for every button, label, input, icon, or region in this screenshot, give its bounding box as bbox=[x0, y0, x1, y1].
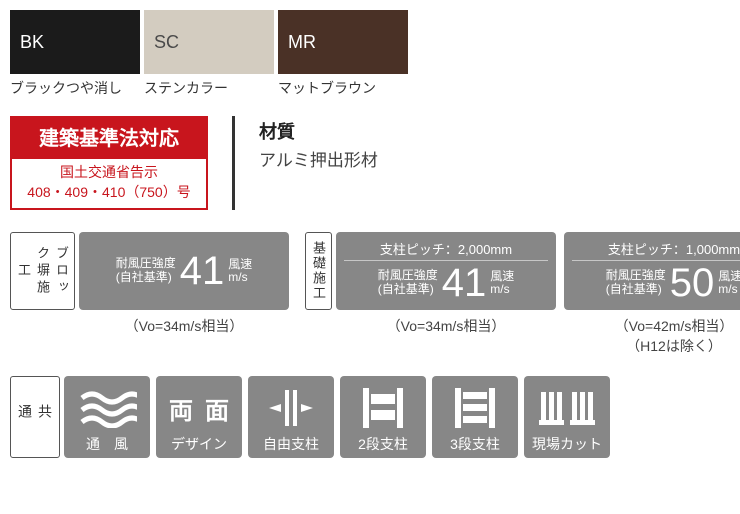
wind-card: 支柱ピッチ：1,000mm 耐風圧強度 (自社基準) 50 風速 m/s bbox=[564, 232, 740, 310]
material-block: 材質 アルミ押出形材 bbox=[259, 116, 378, 210]
wind-note: （Vo=34m/s相当） bbox=[336, 316, 556, 336]
wind-column: 支柱ピッチ：1,000mm 耐風圧強度 (自社基準) 50 風速 m/s （Vo… bbox=[564, 232, 740, 356]
wind-note: （H12は除く） bbox=[564, 336, 740, 356]
compliance-line: 国土交通省告示 bbox=[12, 163, 206, 183]
wind-group-foundation: 基礎施工 支柱ピッチ：2,000mm 耐風圧強度 (自社基準) 41 風速 m/… bbox=[305, 232, 740, 356]
pitch-label: 支柱ピッチ：1,000mm bbox=[572, 239, 740, 261]
swatch-label: ブラックつや消し bbox=[10, 74, 140, 98]
tile-label: 現場カット bbox=[532, 434, 602, 454]
material-title: 材質 bbox=[259, 118, 378, 144]
compliance-line: 408・409・410（750）号 bbox=[12, 183, 206, 203]
compliance-material-row: 建築基準法対応 国土交通省告示 408・409・410（750）号 材質 アルミ… bbox=[10, 116, 730, 210]
vertical-label-common: 共通 bbox=[10, 376, 60, 458]
tile-double-side-design: 両 面 デザイン bbox=[156, 376, 242, 458]
tile-label: デザイン bbox=[171, 434, 227, 454]
tile-two-stage-post: 2段支柱 bbox=[340, 376, 426, 458]
wind-note: （Vo=34m/s相当） bbox=[79, 316, 289, 336]
wind-value: 50 bbox=[668, 263, 717, 303]
wind-small-text: 耐風圧強度 (自社基準) bbox=[378, 269, 438, 297]
feature-tiles: 通 風 両 面 デザイン 自由支柱 bbox=[64, 376, 610, 458]
double-side-icon: 両 面 bbox=[156, 382, 242, 434]
swatch-block: BK ブラックつや消し bbox=[10, 10, 140, 98]
wind-column: 支柱ピッチ：2,000mm 耐風圧強度 (自社基準) 41 風速 m/s （Vo… bbox=[336, 232, 556, 356]
tile-label: 3段支柱 bbox=[450, 434, 500, 454]
compliance-header: 建築基準法対応 bbox=[10, 116, 208, 157]
wind-small-text: 耐風圧強度 (自社基準) bbox=[116, 257, 176, 285]
tile-label: 2段支柱 bbox=[358, 434, 408, 454]
swatch-sc: SC bbox=[144, 10, 274, 74]
free-post-icon bbox=[248, 382, 334, 434]
tile-free-post: 自由支柱 bbox=[248, 376, 334, 458]
two-stage-icon bbox=[340, 382, 426, 434]
wind-value: 41 bbox=[178, 251, 227, 291]
wind-spec-row: ブロック塀施工 耐風圧強度 (自社基準) 41 風速 m/s （Vo=34m/s… bbox=[10, 232, 730, 356]
wind-line: 耐風圧強度 (自社基準) 41 風速 m/s bbox=[344, 263, 548, 303]
wind-card: 支柱ピッチ：2,000mm 耐風圧強度 (自社基準) 41 風速 m/s bbox=[336, 232, 556, 310]
wind-line: 耐風圧強度 (自社基準) 50 風速 m/s bbox=[572, 263, 740, 303]
swatch-label: ステンカラー bbox=[144, 74, 274, 98]
wind-value: 41 bbox=[440, 263, 489, 303]
wind-note: （Vo=42m/s相当） bbox=[564, 316, 740, 336]
wind-group-block-fence: ブロック塀施工 耐風圧強度 (自社基準) 41 風速 m/s （Vo=34m/s… bbox=[10, 232, 289, 336]
site-cut-icon bbox=[524, 382, 610, 434]
material-body: アルミ押出形材 bbox=[259, 146, 378, 171]
wind-column: 耐風圧強度 (自社基準) 41 風速 m/s （Vo=34m/s相当） bbox=[79, 232, 289, 336]
wind-small-text: 耐風圧強度 (自社基準) bbox=[606, 269, 666, 297]
tile-label: 通 風 bbox=[86, 434, 128, 454]
tile-label: 自由支柱 bbox=[263, 434, 319, 454]
swatch-block: SC ステンカラー bbox=[144, 10, 274, 98]
tile-site-cut: 現場カット bbox=[524, 376, 610, 458]
vertical-label-foundation: 基礎施工 bbox=[305, 232, 332, 310]
vertical-label-block-fence: ブロック塀施工 bbox=[10, 232, 75, 310]
wind-unit: 風速 m/s bbox=[718, 270, 740, 296]
feature-row: 共通 通 風 両 面 デザイン bbox=[10, 376, 730, 458]
compliance-body: 国土交通省告示 408・409・410（750）号 bbox=[10, 157, 208, 210]
compliance-box: 建築基準法対応 国土交通省告示 408・409・410（750）号 bbox=[10, 116, 208, 210]
wind-unit: 風速 m/s bbox=[490, 270, 514, 296]
color-swatch-row: BK ブラックつや消し SC ステンカラー MR マットブラウン bbox=[10, 10, 730, 98]
wind-line: 耐風圧強度 (自社基準) 41 風速 m/s bbox=[87, 251, 281, 291]
swatch-bk: BK bbox=[10, 10, 140, 74]
tile-three-stage-post: 3段支柱 bbox=[432, 376, 518, 458]
tile-ventilation: 通 風 bbox=[64, 376, 150, 458]
vertical-divider bbox=[232, 116, 235, 210]
swatch-label: マットブラウン bbox=[278, 74, 408, 98]
wave-icon bbox=[64, 382, 150, 434]
wind-cards: 支柱ピッチ：2,000mm 耐風圧強度 (自社基準) 41 風速 m/s （Vo… bbox=[336, 232, 740, 356]
swatch-block: MR マットブラウン bbox=[278, 10, 408, 98]
wind-card: 耐風圧強度 (自社基準) 41 風速 m/s bbox=[79, 232, 289, 310]
wind-unit: 風速 m/s bbox=[228, 258, 252, 284]
swatch-mr: MR bbox=[278, 10, 408, 74]
pitch-label: 支柱ピッチ：2,000mm bbox=[344, 239, 548, 261]
three-stage-icon bbox=[432, 382, 518, 434]
